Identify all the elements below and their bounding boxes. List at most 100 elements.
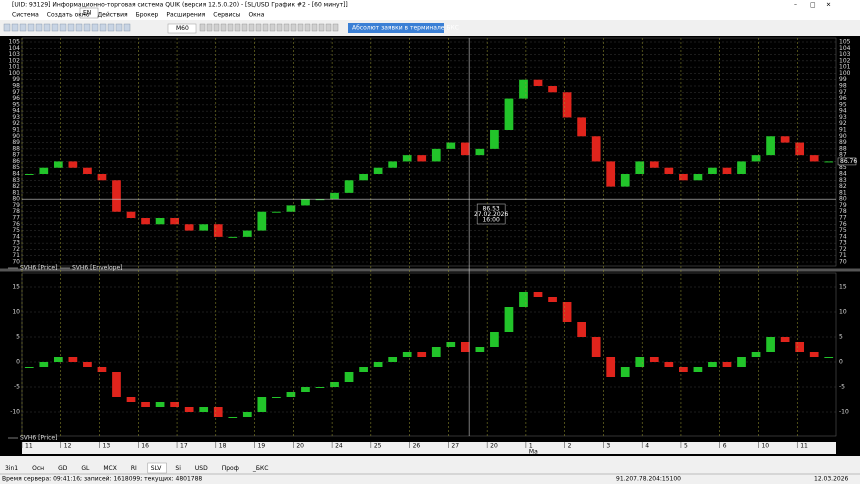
toolbar-icon[interactable] xyxy=(3,23,11,32)
candle xyxy=(795,342,805,352)
tab-label[interactable]: SLV xyxy=(151,465,162,472)
x-month-label: Ма xyxy=(529,449,538,456)
toolbar-icon[interactable] xyxy=(83,23,91,32)
toolbar-icon[interactable] xyxy=(35,23,43,32)
toolbar-icon[interactable] xyxy=(19,23,27,32)
toolbar-icon[interactable] xyxy=(107,23,115,32)
link-button[interactable] xyxy=(348,23,444,33)
candle xyxy=(213,407,223,417)
candle xyxy=(199,407,209,412)
tab-label[interactable]: Проф xyxy=(222,465,239,472)
toolbar-icon[interactable] xyxy=(304,23,311,32)
toolbar-icon[interactable] xyxy=(67,23,75,32)
window-max[interactable]: □ xyxy=(810,2,816,9)
tab[interactable] xyxy=(191,463,213,473)
toolbar-icon[interactable] xyxy=(283,23,290,32)
menu-item[interactable]: Создать окно xyxy=(47,12,90,19)
toolbar-icon[interactable] xyxy=(59,23,67,32)
x-tick-label: 5 xyxy=(684,443,688,450)
tab-label[interactable]: MCX xyxy=(103,465,116,472)
toolbar-icon[interactable] xyxy=(227,23,234,32)
tab-label[interactable]: Si xyxy=(175,465,181,472)
toolbar-icon[interactable] xyxy=(91,23,99,32)
toolbar-icon[interactable] xyxy=(99,23,107,32)
candle xyxy=(475,347,485,352)
tab[interactable] xyxy=(29,463,50,473)
toolbar-icon[interactable] xyxy=(318,23,325,32)
interval-box[interactable] xyxy=(167,23,197,34)
toolbar-icon[interactable] xyxy=(269,23,276,32)
menu-item[interactable]: Расширения xyxy=(166,12,205,19)
window-close[interactable]: ✕ xyxy=(826,2,831,9)
toolbar-icon[interactable] xyxy=(311,23,318,32)
toolbar-icon[interactable] xyxy=(206,23,213,32)
x-tick-label: 24 xyxy=(335,443,343,450)
toolbar-icon[interactable] xyxy=(248,23,255,32)
toolbar-icon[interactable] xyxy=(43,23,51,32)
y-tick-label: 79 xyxy=(839,202,847,209)
toolbar-icon[interactable] xyxy=(213,23,220,32)
menu-item[interactable]: Сервисы xyxy=(213,12,240,19)
toolbar-icon[interactable] xyxy=(199,23,206,32)
y-tick-label: 80 xyxy=(839,196,847,203)
y-tick-label: 84 xyxy=(839,171,847,178)
tab-label[interactable]: 3in1 xyxy=(5,465,18,472)
window-min[interactable]: – xyxy=(794,2,797,9)
x-tick-label: 18 xyxy=(219,443,227,450)
tooltip-text: 27.02.2026 xyxy=(474,211,509,218)
toolbar-icon[interactable] xyxy=(123,23,131,32)
toolbar-icon[interactable] xyxy=(297,23,304,32)
tab[interactable] xyxy=(147,462,167,474)
tab-label[interactable]: Осн xyxy=(32,465,44,472)
toolbar-icon[interactable] xyxy=(220,23,227,32)
candle xyxy=(301,199,310,206)
tab[interactable] xyxy=(78,463,95,473)
toolbar-icon[interactable] xyxy=(234,23,241,32)
toolbar-icon[interactable] xyxy=(51,23,59,32)
toolbar-icon[interactable] xyxy=(115,23,123,32)
toolbar-icon[interactable] xyxy=(290,23,297,32)
toolbar-icon[interactable] xyxy=(241,23,248,32)
toolbar-icon[interactable] xyxy=(75,23,83,32)
tab-label[interactable]: GD xyxy=(58,465,68,472)
candle xyxy=(126,397,136,402)
candle xyxy=(242,230,252,237)
x-tick-label: 25 xyxy=(374,443,382,450)
tab-label[interactable]: USD xyxy=(195,465,208,472)
toolbar-icon[interactable] xyxy=(276,23,283,32)
y-tick-label: 83 xyxy=(12,177,20,184)
menu-item[interactable]: Брокер xyxy=(136,12,159,19)
tab[interactable] xyxy=(249,463,274,473)
tab-label[interactable]: GL xyxy=(81,465,90,472)
tab[interactable] xyxy=(55,463,73,473)
tab[interactable] xyxy=(100,463,122,473)
menu-item[interactable]: Действия xyxy=(97,12,128,19)
candle xyxy=(722,362,732,367)
y-tick-label: 92 xyxy=(12,120,20,127)
candle xyxy=(272,397,281,398)
tab[interactable] xyxy=(218,463,244,473)
x-tick-label: 26 xyxy=(413,443,421,450)
tab[interactable] xyxy=(172,463,186,473)
menu-item[interactable]: Система xyxy=(12,12,39,19)
y-tick-label: 103 xyxy=(839,51,851,58)
tab-label[interactable]: RI xyxy=(131,465,137,472)
toolbar-icon[interactable] xyxy=(27,23,35,32)
toolbar-icon[interactable] xyxy=(11,23,19,32)
toolbar-icon[interactable] xyxy=(332,23,339,32)
toolbar-icon[interactable] xyxy=(262,23,269,32)
lang-text: EN xyxy=(83,10,91,17)
tab[interactable] xyxy=(2,463,24,473)
menu-item[interactable]: Окна xyxy=(248,12,264,19)
toolbar-icon[interactable] xyxy=(325,23,332,32)
candle xyxy=(112,372,121,397)
y-tick-label: 93 xyxy=(12,114,20,121)
candle xyxy=(751,352,761,357)
title-bar xyxy=(0,0,860,10)
toolbar-icon[interactable] xyxy=(255,23,262,32)
y-tick-label: 5 xyxy=(839,334,843,341)
candle xyxy=(533,79,543,86)
tab-label[interactable]: _БКС xyxy=(252,465,269,472)
tab[interactable] xyxy=(127,463,142,473)
y-tick-label: 0 xyxy=(16,359,20,366)
